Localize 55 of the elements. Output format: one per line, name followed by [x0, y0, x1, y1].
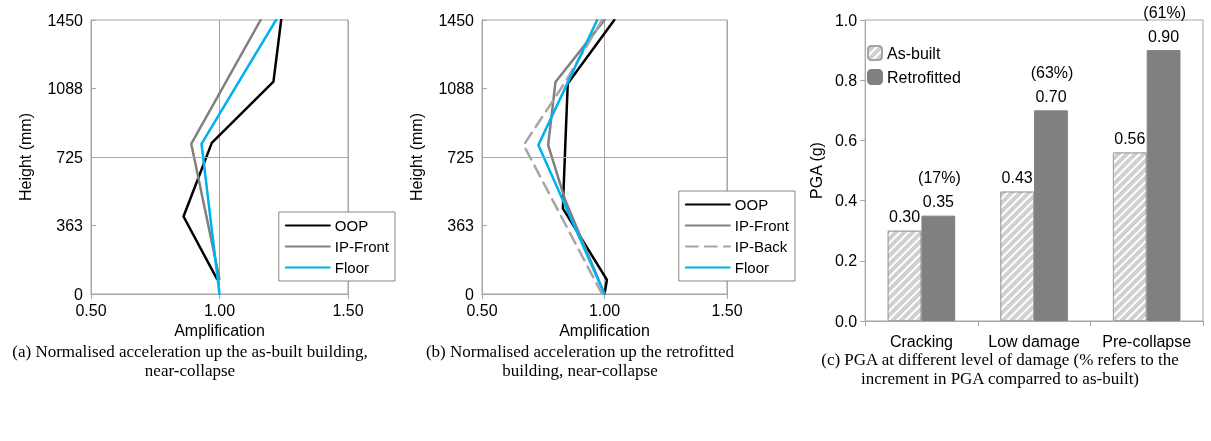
y-tick-label: 1450	[438, 11, 475, 29]
x-tick-label: 1.50	[711, 301, 743, 319]
data-label: 0.35	[922, 193, 955, 211]
legend-label: As-built	[887, 44, 941, 62]
legend-label: IP-Back	[734, 238, 788, 255]
y-tick-label: 0.8	[834, 71, 858, 89]
line-series	[182, 18, 283, 281]
x-axis-title: Amplification	[174, 322, 265, 340]
legend-label: Floor	[734, 259, 770, 276]
y-axis-title: Height (mm)	[16, 112, 34, 202]
legend-label: Retrofitted	[887, 68, 961, 86]
x-tick-label: 1.00	[588, 301, 621, 319]
legend-label: OOP	[734, 196, 769, 213]
x-tick-label: Low damage	[988, 332, 1080, 350]
bar	[921, 215, 956, 321]
y-tick-label: 1450	[47, 11, 84, 29]
x-tick-label: 0.50	[466, 301, 498, 319]
annotation: (61%)	[1143, 3, 1187, 21]
data-label: 0.56	[1114, 129, 1146, 147]
y-tick-label: 1.0	[834, 11, 858, 29]
y-axis-title: PGA (g)	[807, 142, 825, 199]
y-tick-label: 0	[74, 285, 84, 303]
x-tick-label: 1.50	[332, 301, 364, 319]
x-tick-label: 1.00	[203, 301, 236, 319]
legend-label: IP-Front	[734, 217, 790, 234]
y-tick-label: 725	[56, 148, 84, 166]
y-tick-label: 0	[465, 285, 475, 303]
data-label: 0.43	[1001, 169, 1033, 187]
annotation: (17%)	[918, 169, 961, 187]
x-tick-label: Cracking	[889, 332, 954, 350]
annotation: (63%)	[1030, 63, 1074, 81]
y-tick-label: 363	[56, 216, 84, 234]
x-tick-label: 0.50	[75, 301, 107, 319]
y-tick-label: 1088	[47, 79, 84, 97]
y-tick-label: 725	[447, 148, 475, 166]
data-label: 0.30	[888, 208, 921, 226]
y-tick-label: 1088	[438, 79, 475, 97]
y-tick-label: 363	[447, 216, 475, 234]
x-axis-title: Amplification	[559, 322, 650, 340]
legend-label: Floor	[334, 259, 370, 276]
data-label: 0.90	[1148, 27, 1180, 45]
bar	[1146, 50, 1181, 321]
legend-label: IP-Front	[334, 238, 390, 255]
text: (c) PGA at different level of damage (% refers to the increment in PGA comparred to as-built)	[820, 350, 1180, 388]
y-tick-label: 0.2	[834, 252, 858, 270]
y-axis-title: Height (mm)	[407, 112, 425, 202]
text: (b) Normalised acceleration up the retrofitted building, near-collapse	[424, 342, 736, 380]
bar	[1034, 110, 1068, 321]
y-tick-label: 0.6	[834, 131, 858, 149]
data-label: 0.70	[1035, 87, 1067, 105]
y-tick-label: 0.0	[834, 312, 858, 330]
text: (a) Normalised acceleration up the as-built building, near-collapse	[11, 342, 369, 380]
x-tick-label: Pre-collapse	[1102, 332, 1192, 350]
legend-label: OOP	[334, 217, 369, 234]
y-tick-label: 0.4	[834, 192, 858, 210]
